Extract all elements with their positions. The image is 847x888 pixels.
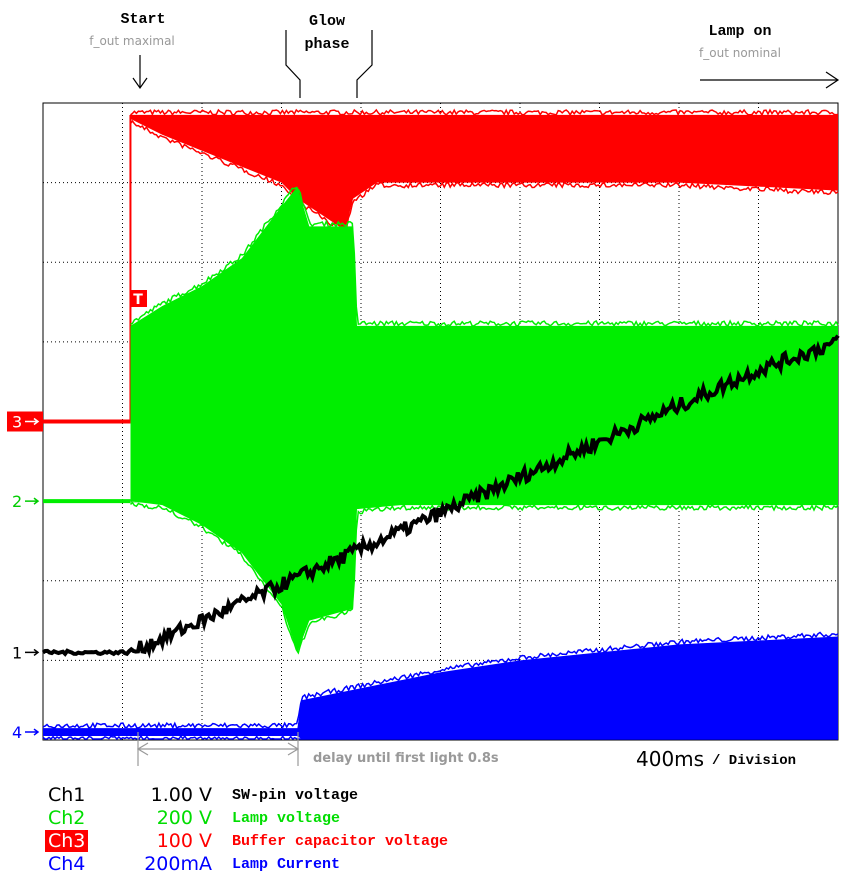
start-title: Start [120,11,165,28]
legend-ch1-scale: 1.00 V [150,784,212,806]
glow-title-line1: Glow [309,13,345,30]
channel-marker-arrow-icon [25,417,40,426]
ch2-trace-upper-edge [130,186,839,328]
trigger-marker: T [130,290,147,308]
channel-marker-4: 4 [12,723,40,742]
ch3-trace-lower-edge [129,119,839,232]
legend-ch3-scale: 100 V [156,830,212,852]
channel-marker-label: 2 [12,492,22,511]
lamp-on-arrow-icon [700,71,840,89]
channel-markers: 3 2 1 4 [7,411,43,742]
ch3-trace-upper-edge [130,108,839,117]
legend-ch4-scale: 200mA [144,853,212,875]
delay-annotation: delay until first light 0.8s [136,732,499,766]
trigger-label: T [133,292,143,308]
channel-marker-arrow-icon [25,728,40,736]
legend-ch1-desc: SW-pin voltage [232,787,359,804]
glow-right-bracket-icon [356,30,373,98]
timebase: 400ms / Division [636,747,796,771]
lamp-on-annotation: Lamp on f_out nominal [699,23,840,89]
timebase-unit: / Division [712,753,796,769]
legend-ch3-name: Ch3 [45,830,89,852]
lamp-on-subtitle: f_out nominal [699,46,781,60]
delay-label: delay until first light 0.8s [313,751,499,766]
channel-marker-3: 3 [7,411,43,432]
glow-annotation: Glow phase [285,13,373,98]
delay-dimension-icon [136,732,300,766]
glow-title-line2: phase [304,36,349,53]
channel-marker-arrow-icon [25,648,40,657]
ch4-trace-envelope [43,636,838,739]
channel-marker-label: 4 [12,723,22,742]
legend-ch4-name: Ch4 [48,853,86,875]
ch2-trace-envelope [130,186,838,653]
ch4-trace-lower-edge [42,734,838,741]
ch2-trace [43,186,839,655]
legend-ch2-scale: 200 V [156,807,212,829]
timebase-value: 400ms [636,747,704,771]
channel-marker-arrow-icon [25,497,40,505]
ch2-trace-lower-edge [129,501,839,655]
ch4-trace-upper-edge [42,631,839,730]
legend-ch1-name: Ch1 [48,784,86,806]
lamp-on-title: Lamp on [708,23,771,40]
legend-ch4-desc: Lamp Current [232,856,341,873]
start-subtitle: f_out maximal [89,34,175,48]
ch1-trace [41,334,840,659]
traces [41,108,840,741]
start-annotation: Start f_out maximal [89,11,175,90]
channel-marker-1: 1 [12,643,40,662]
ch3-trace-envelope [130,114,838,231]
channel-marker-label: 1 [12,643,22,662]
start-arrow-icon [132,55,148,90]
legend-ch3-desc: Buffer capacitor voltage [232,833,449,850]
channel-marker-2: 2 [12,492,40,511]
glow-left-bracket-icon [285,30,301,98]
legend-ch2-name: Ch2 [48,807,86,829]
legend-ch2-desc: Lamp voltage [232,810,341,827]
ch4-trace [42,631,839,741]
channel-marker-label: 3 [12,413,22,432]
